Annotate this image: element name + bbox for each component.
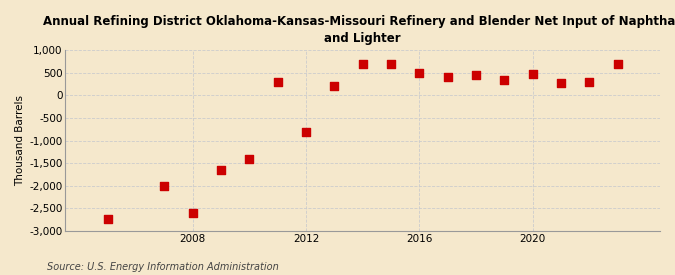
- Text: Source: U.S. Energy Information Administration: Source: U.S. Energy Information Administ…: [47, 262, 279, 272]
- Point: [527, 72, 538, 76]
- Point: [244, 156, 254, 161]
- Point: [329, 84, 340, 89]
- Point: [216, 168, 227, 172]
- Point: [159, 183, 170, 188]
- Point: [499, 78, 510, 82]
- Y-axis label: Thousand Barrels: Thousand Barrels: [15, 95, 25, 186]
- Point: [414, 71, 425, 75]
- Point: [584, 80, 595, 84]
- Point: [385, 62, 396, 66]
- Point: [612, 62, 623, 66]
- Point: [300, 129, 311, 134]
- Point: [442, 75, 453, 79]
- Point: [272, 80, 283, 84]
- Point: [103, 217, 113, 222]
- Point: [470, 73, 481, 77]
- Title: Annual Refining District Oklahoma-Kansas-Missouri Refinery and Blender Net Input: Annual Refining District Oklahoma-Kansas…: [43, 15, 675, 45]
- Point: [188, 210, 198, 215]
- Point: [357, 62, 368, 66]
- Point: [556, 81, 566, 85]
